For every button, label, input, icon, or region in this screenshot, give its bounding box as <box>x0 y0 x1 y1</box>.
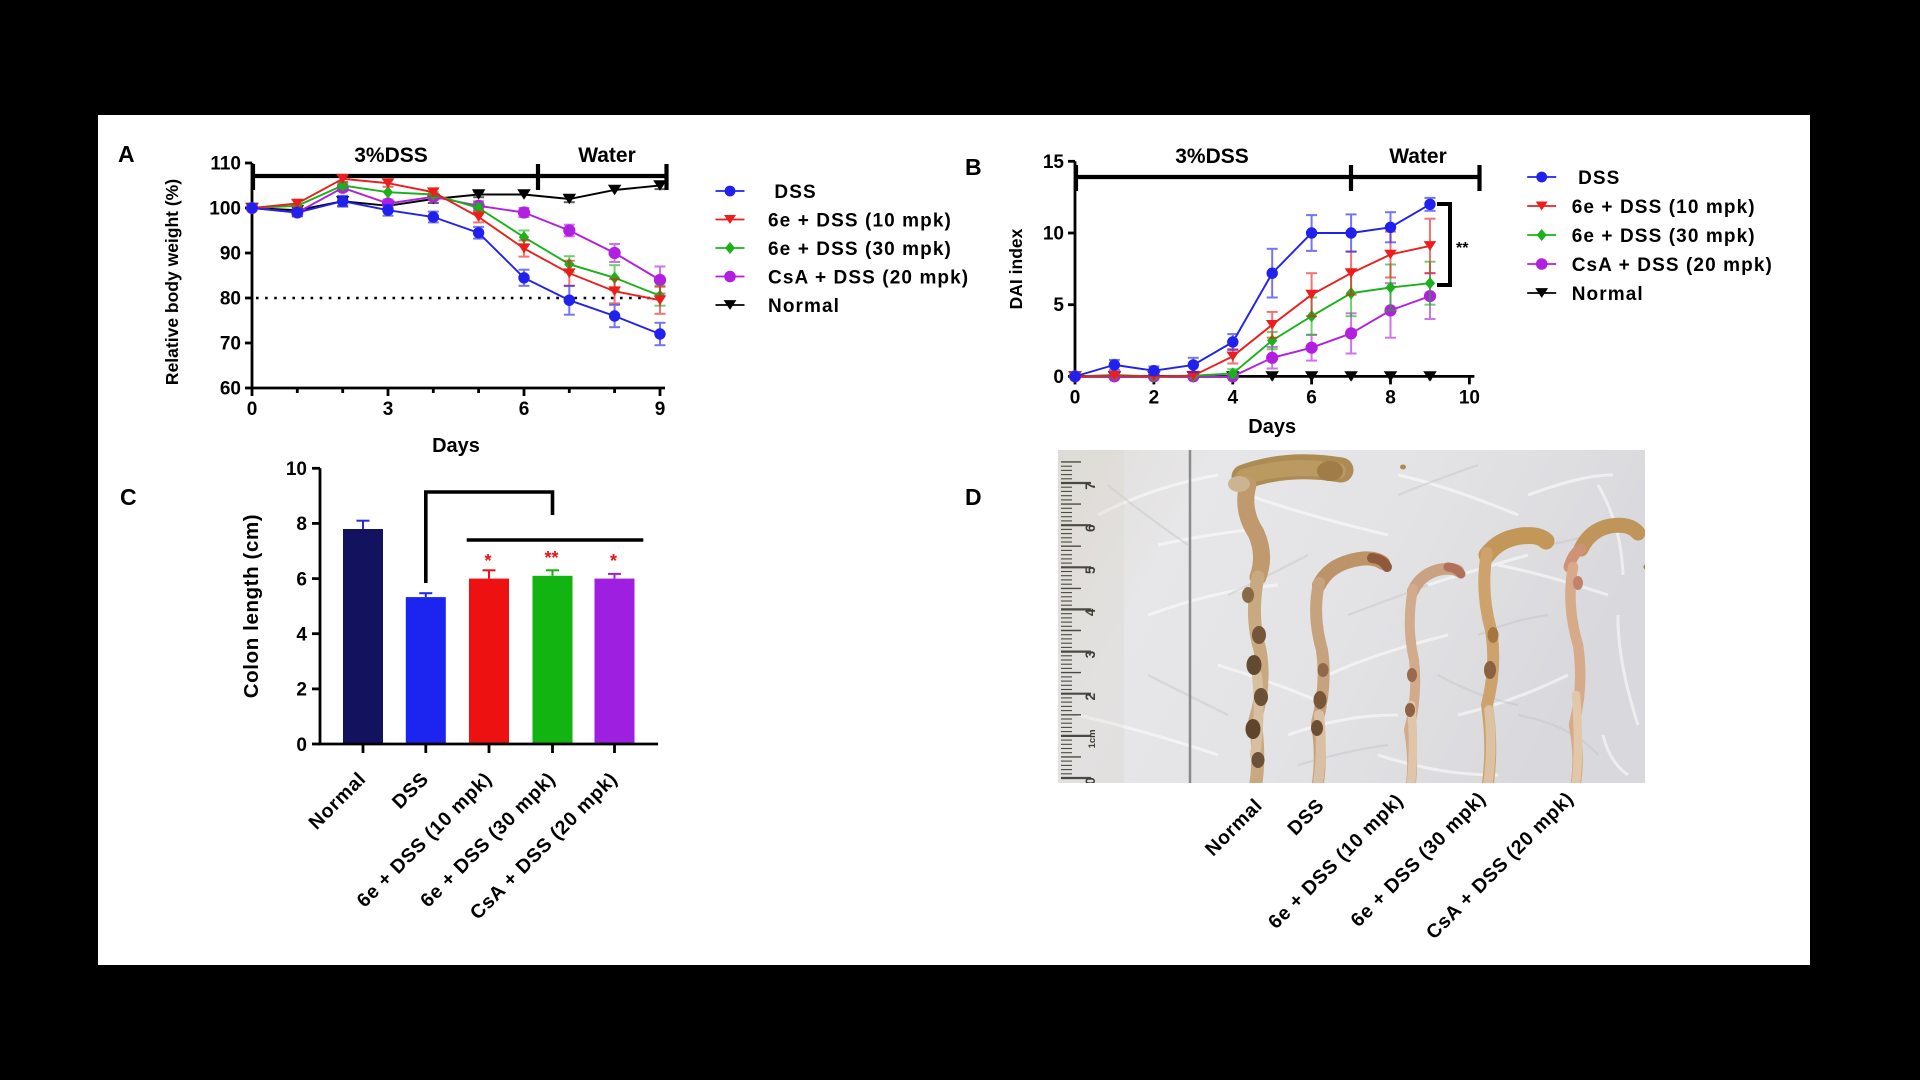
svg-text:6: 6 <box>519 399 530 420</box>
svg-text:Water: Water <box>578 144 636 167</box>
svg-text:Relative body weight (%): Relative body weight (%) <box>162 179 182 385</box>
svg-text:10: 10 <box>286 459 307 480</box>
svg-text:*: * <box>484 551 491 571</box>
svg-text:**: ** <box>1456 240 1469 257</box>
svg-text:10: 10 <box>1459 387 1480 408</box>
svg-text:6: 6 <box>296 569 307 590</box>
svg-text:CsA + DSS (20 mpk): CsA + DSS (20 mpk) <box>1572 255 1773 276</box>
svg-text:3%DSS: 3%DSS <box>1175 145 1249 168</box>
svg-text:6: 6 <box>1083 524 1098 532</box>
svg-text:CsA + DSS (20 mpk): CsA + DSS (20 mpk) <box>768 268 969 289</box>
svg-text:4: 4 <box>1228 387 1239 408</box>
svg-text:0: 0 <box>247 399 258 420</box>
svg-text:9: 9 <box>655 399 666 420</box>
svg-text:6: 6 <box>1306 387 1317 408</box>
svg-text:8: 8 <box>1385 387 1396 408</box>
svg-text:3%DSS: 3%DSS <box>354 144 428 167</box>
svg-text:0: 0 <box>1083 777 1098 785</box>
svg-text:6e + DSS (30 mpk): 6e + DSS (30 mpk) <box>1572 226 1756 247</box>
svg-text:70: 70 <box>220 334 241 355</box>
svg-text:2: 2 <box>296 680 307 701</box>
svg-text:5: 5 <box>1053 295 1064 316</box>
svg-text:DAI index: DAI index <box>1006 228 1026 309</box>
svg-text:6e + DSS (10 mpk): 6e + DSS (10 mpk) <box>768 211 952 232</box>
svg-text:2: 2 <box>1083 693 1098 701</box>
svg-text:80: 80 <box>220 289 241 310</box>
svg-text:B: B <box>965 154 982 180</box>
svg-text:DSS: DSS <box>388 768 433 813</box>
svg-text:Normal: Normal <box>1201 794 1267 860</box>
svg-text:Water: Water <box>1389 145 1447 168</box>
svg-text:Normal: Normal <box>768 296 840 317</box>
svg-text:Normal: Normal <box>1572 284 1644 305</box>
svg-text:4: 4 <box>296 625 307 646</box>
svg-text:5: 5 <box>1083 566 1098 574</box>
svg-text:Days: Days <box>1248 416 1296 438</box>
svg-text:6e + DSS (10 mpk): 6e + DSS (10 mpk) <box>1264 789 1408 933</box>
svg-text:15: 15 <box>1043 152 1065 173</box>
svg-text:*: * <box>610 551 617 571</box>
svg-text:100: 100 <box>209 199 241 220</box>
svg-text:0: 0 <box>1053 367 1064 388</box>
svg-text:4: 4 <box>1083 608 1098 616</box>
svg-text:110: 110 <box>210 154 241 175</box>
svg-text:2: 2 <box>1149 387 1160 408</box>
svg-text:3: 3 <box>1083 650 1098 658</box>
svg-text:6e + DSS (10 mpk): 6e + DSS (10 mpk) <box>1572 197 1756 218</box>
svg-text:A: A <box>118 141 135 167</box>
svg-text:C: C <box>120 484 137 510</box>
svg-text:0: 0 <box>296 735 307 756</box>
svg-text:D: D <box>965 484 982 510</box>
svg-text:DSS: DSS <box>1283 794 1328 839</box>
svg-text:0: 0 <box>1070 387 1081 408</box>
svg-text:1cm: 1cm <box>1087 729 1098 748</box>
svg-text:**: ** <box>544 548 558 568</box>
svg-text:60: 60 <box>220 379 241 400</box>
svg-text:Colon length (cm): Colon length (cm) <box>240 514 263 698</box>
svg-text:Normal: Normal <box>304 768 370 834</box>
svg-text:7: 7 <box>1083 482 1098 490</box>
svg-text:8: 8 <box>296 514 307 535</box>
svg-text:Days: Days <box>432 435 480 457</box>
svg-text:90: 90 <box>220 244 241 265</box>
svg-text:CsA + DSS (20 mpk): CsA + DSS (20 mpk) <box>1422 788 1578 944</box>
svg-text:10: 10 <box>1043 224 1064 245</box>
svg-text:6e + DSS (30 mpk): 6e + DSS (30 mpk) <box>768 239 952 260</box>
svg-text:DSS: DSS <box>768 182 817 203</box>
svg-text:3: 3 <box>383 399 394 420</box>
svg-text:DSS: DSS <box>1572 168 1621 189</box>
